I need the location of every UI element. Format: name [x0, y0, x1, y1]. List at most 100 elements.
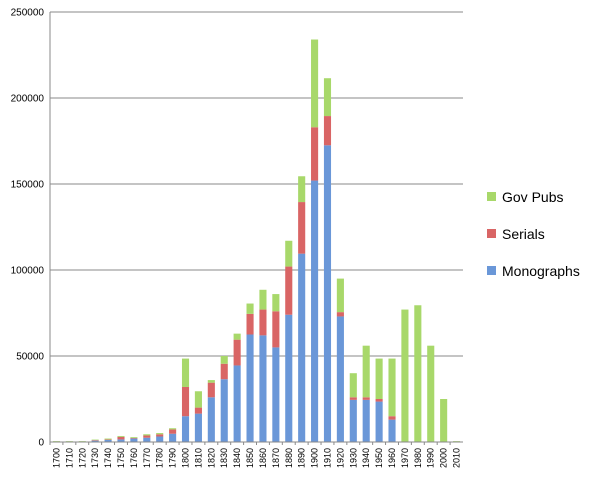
x-tick-label: 1880	[284, 448, 294, 468]
gridlines	[50, 11, 463, 357]
bar-gov-pubs-1740	[104, 438, 112, 440]
bar-monographs-1810	[194, 413, 202, 442]
bar-monographs-1850	[246, 334, 254, 442]
x-tick-label: 1720	[77, 448, 87, 468]
bar-gov-pubs-1830	[220, 356, 228, 364]
x-tick-label: 1830	[219, 448, 229, 468]
bar-monographs-1860	[259, 335, 267, 442]
legend-item-gov-pubs: Gov Pubs	[487, 178, 580, 215]
bar-monographs-1890	[298, 253, 306, 442]
bar-serials-1870	[272, 311, 280, 348]
bar-monographs-1750	[117, 439, 125, 442]
bar-gov-pubs-1990	[427, 345, 435, 442]
bar-monographs-1780	[156, 436, 164, 442]
bar-serials-1740	[104, 439, 112, 440]
bar-gov-pubs-1820	[207, 380, 215, 383]
x-tick-label: 1920	[335, 448, 345, 468]
legend-swatch	[487, 229, 496, 238]
bar-serials-1900	[311, 127, 319, 181]
bar-gov-pubs-1890	[298, 176, 306, 203]
x-tick-label: 1700	[51, 448, 61, 468]
legend-item-monographs: Monographs	[487, 252, 580, 289]
bar-serials-1750	[117, 436, 125, 440]
bar-gov-pubs-1770	[143, 434, 151, 436]
x-tick-label: 1950	[374, 448, 384, 468]
bar-serials-1960	[388, 416, 396, 420]
bar-monographs-1950	[375, 401, 383, 442]
x-tick-label: 1900	[310, 448, 320, 468]
x-tick-label: 1930	[348, 448, 358, 468]
bar-gov-pubs-1970	[401, 309, 409, 442]
x-tick-label: 1890	[297, 448, 307, 468]
x-tick-label: 1780	[155, 448, 165, 468]
x-tick-label: 2010	[452, 448, 462, 468]
bar-monographs-1840	[233, 365, 241, 442]
x-tick-label: 1740	[103, 448, 113, 468]
bar-gov-pubs-1800	[181, 358, 190, 387]
bars	[52, 39, 461, 443]
bar-gov-pubs-1730	[91, 439, 99, 441]
bar-gov-pubs-1880	[285, 240, 293, 267]
bar-serials-1860	[259, 309, 267, 336]
y-tick-label: 0	[38, 438, 44, 449]
bar-gov-pubs-1930	[349, 373, 357, 398]
bar-gov-pubs-1840	[233, 333, 241, 340]
y-tick-label: 50000	[16, 352, 44, 363]
x-tick-label: 1800	[181, 448, 191, 468]
y-tick-label: 100000	[11, 266, 45, 277]
bar-gov-pubs-1960	[388, 358, 396, 417]
legend-swatch	[487, 266, 496, 275]
bar-gov-pubs-1850	[246, 303, 254, 314]
bar-monographs-1960	[388, 419, 396, 442]
bar-gov-pubs-1950	[375, 358, 383, 399]
x-tick-label: 1750	[116, 448, 126, 468]
bar-gov-pubs-1810	[194, 391, 202, 408]
bar-monographs-1760	[130, 438, 138, 442]
legend-label: Monographs	[502, 262, 580, 279]
x-axis: 1700 1710 1720 1730 1740 1750 1760 1770 1780 1790…	[49, 441, 463, 468]
bar-serials-1930	[349, 397, 357, 400]
bar-gov-pubs-1870	[272, 294, 280, 312]
bar-monographs-1790	[169, 433, 177, 442]
bar-gov-pubs-1980	[414, 305, 422, 442]
bar-monographs-1870	[272, 347, 280, 442]
bar-gov-pubs-1910	[323, 78, 332, 117]
bar-gov-pubs-1760	[130, 437, 138, 439]
bar-serials-1910	[323, 116, 332, 146]
legend-label: Gov Pubs	[502, 188, 564, 205]
x-tick-label: 1810	[193, 448, 203, 468]
bar-serials-1760	[130, 438, 138, 439]
bar-monographs-1930	[349, 399, 357, 442]
bar-monographs-1900	[311, 180, 319, 442]
bar-serials-1880	[285, 266, 293, 315]
bar-monographs-1800	[181, 416, 190, 442]
x-tick-label: 1870	[271, 448, 281, 468]
legend: Gov Pubs Serials Monographs	[487, 178, 580, 289]
bar-serials-1830	[220, 363, 228, 380]
bar-serials-1950	[375, 399, 383, 402]
x-tick-label: 1970	[400, 448, 410, 468]
bar-monographs-1740	[104, 439, 112, 442]
bar-serials-1850	[246, 313, 254, 335]
x-tick-label: 1960	[387, 448, 397, 468]
y-axis: 0 50000 100000 150000 200000 250000	[11, 8, 51, 449]
x-tick-label: 1910	[322, 448, 332, 468]
x-tick-label: 1990	[426, 448, 436, 468]
legend-label: Serials	[502, 225, 545, 242]
bar-serials-1730	[91, 440, 99, 441]
x-tick-label: 1760	[129, 448, 139, 468]
bar-serials-1920	[336, 312, 344, 317]
x-tick-label: 1850	[245, 448, 255, 468]
bar-gov-pubs-2000	[440, 399, 448, 442]
bar-serials-1810	[194, 407, 202, 414]
bar-gov-pubs-1780	[156, 433, 164, 435]
bar-gov-pubs-1750	[117, 435, 125, 437]
bar-monographs-1830	[220, 379, 228, 442]
bar-serials-1790	[169, 429, 177, 434]
bar-serials-1820	[207, 382, 215, 398]
bar-monographs-1730	[91, 440, 99, 442]
bar-gov-pubs-1860	[259, 289, 267, 310]
bar-gov-pubs-1900	[311, 39, 319, 128]
bar-serials-1770	[143, 435, 151, 438]
